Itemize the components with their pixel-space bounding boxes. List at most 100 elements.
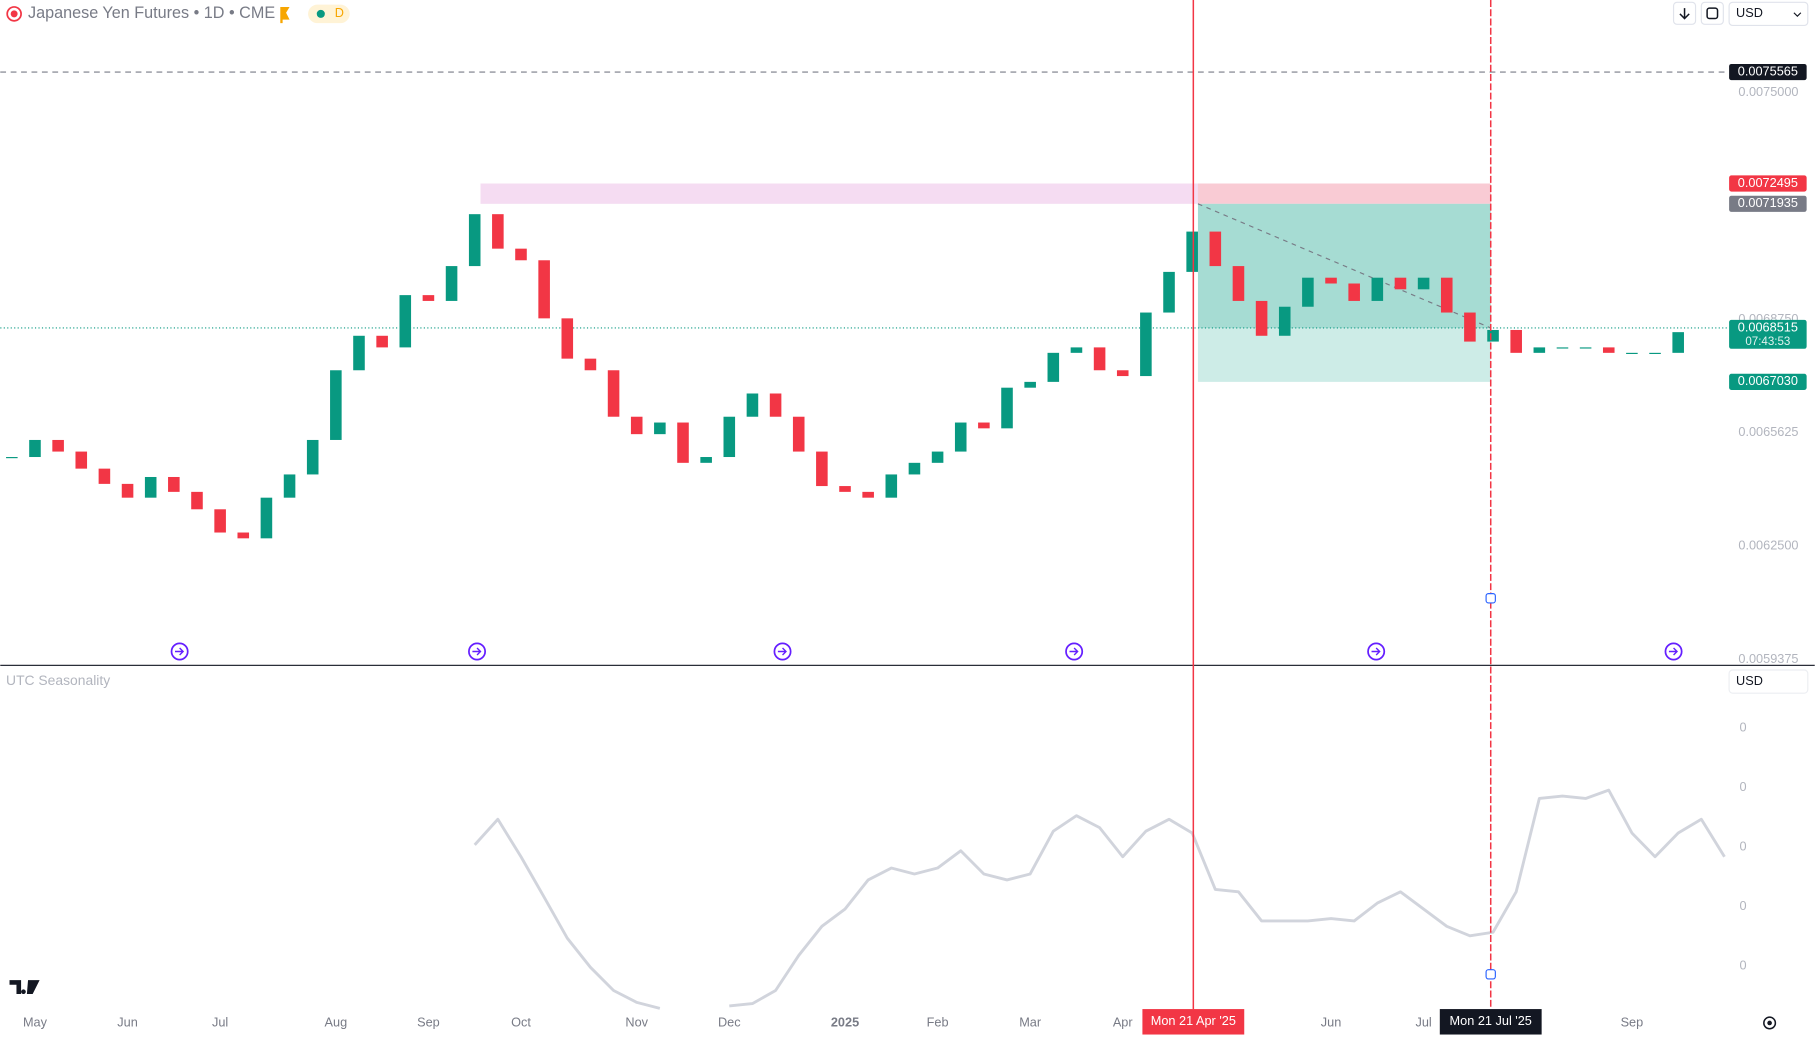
symbol-icon-dot xyxy=(10,10,18,18)
download-icon xyxy=(1679,8,1690,20)
candle xyxy=(1024,381,1036,388)
candle xyxy=(98,468,111,484)
y-tick-label: 0 xyxy=(1740,779,1747,794)
event-icon-arrow xyxy=(1069,647,1079,656)
y-tick-label: 0 xyxy=(1740,898,1747,913)
price-label-box xyxy=(1729,175,1807,192)
candle xyxy=(885,474,898,498)
x-tick-label: Nov xyxy=(625,1014,648,1029)
y-tick-label: 0.0062500 xyxy=(1738,538,1798,553)
candle xyxy=(468,214,481,267)
flag-icon[interactable] xyxy=(280,6,290,24)
x-tick-label: Apr xyxy=(1113,1014,1134,1029)
date-marker-box xyxy=(1439,1009,1542,1035)
candle xyxy=(700,457,712,463)
candle xyxy=(584,358,597,371)
currency-select[interactable] xyxy=(1728,1,1809,27)
candle xyxy=(144,476,157,498)
pane-currency-label: USD xyxy=(1736,673,1763,688)
x-tick-label: Sep xyxy=(1621,1014,1644,1029)
candle xyxy=(1602,347,1615,353)
x-tick-label: Feb xyxy=(927,1014,949,1029)
candle xyxy=(1232,266,1245,301)
candle xyxy=(862,491,874,498)
candle xyxy=(769,393,782,417)
price-label-box xyxy=(1729,63,1807,81)
price-label: 0.0067030 xyxy=(1738,373,1798,388)
y-tick-label: 0.0059375 xyxy=(1738,651,1798,666)
candle xyxy=(1579,347,1592,349)
candle xyxy=(1672,332,1684,353)
logo[interactable] xyxy=(9,980,40,995)
candle xyxy=(52,439,64,452)
symbol-title[interactable]: Japanese Yen Futures • 1D • CME xyxy=(28,4,275,22)
candle xyxy=(29,439,41,458)
candle xyxy=(1649,352,1661,354)
candle xyxy=(792,416,805,452)
x-tick-label: Jun xyxy=(117,1014,138,1029)
currency-label: USD xyxy=(1736,5,1763,20)
candle xyxy=(816,451,828,487)
pane-currency[interactable] xyxy=(1728,669,1809,694)
status-badge[interactable] xyxy=(308,4,350,24)
candle xyxy=(723,416,736,458)
handle[interactable] xyxy=(1485,969,1496,980)
candle xyxy=(306,439,319,475)
candle xyxy=(978,422,990,429)
y-tick-label: 0 xyxy=(1740,839,1747,854)
candle xyxy=(515,248,527,261)
candle xyxy=(283,474,296,498)
dropdown-caret xyxy=(1793,12,1802,18)
candle xyxy=(330,370,342,440)
candle xyxy=(260,497,273,539)
candle xyxy=(121,483,134,498)
x-tick-label: Sep xyxy=(417,1014,440,1029)
candle xyxy=(168,476,180,492)
loss-zone xyxy=(1197,327,1491,382)
candle xyxy=(1371,277,1384,301)
y-tick-label: 0.0075000 xyxy=(1738,84,1798,99)
candle xyxy=(607,370,620,417)
x-tick-label: Dec xyxy=(718,1014,741,1029)
candle xyxy=(1278,306,1291,336)
stop-zone xyxy=(1197,183,1491,204)
handle[interactable] xyxy=(1485,593,1496,604)
candle xyxy=(237,532,250,539)
candle xyxy=(1556,347,1569,349)
settings-icon[interactable] xyxy=(1763,1016,1777,1030)
candle xyxy=(6,457,18,459)
event-icon-arrow xyxy=(472,647,482,656)
candle xyxy=(399,295,412,348)
price-label: 0.0068515 xyxy=(1738,319,1798,334)
x-tick-label: Jul xyxy=(212,1014,228,1029)
x-tick-label: Jul xyxy=(1415,1014,1431,1029)
candle xyxy=(1417,277,1430,290)
event-icon-arrow xyxy=(174,647,185,656)
x-tick-label: Jun xyxy=(1321,1014,1342,1029)
candle xyxy=(1209,231,1222,267)
price-label: 0.0071935 xyxy=(1738,195,1798,210)
candle xyxy=(1001,387,1013,429)
refresh-icon xyxy=(1706,7,1719,20)
settings-icon-dot xyxy=(1767,1020,1772,1026)
seasonality-line xyxy=(473,788,1726,1010)
event-icon-arrow xyxy=(1668,647,1679,656)
price-label: 0.0075565 xyxy=(1738,63,1798,78)
price-label: 0.0072495 xyxy=(1738,175,1798,190)
price-label-box xyxy=(1729,195,1807,212)
refresh-button[interactable] xyxy=(1700,1,1724,25)
candle xyxy=(75,451,88,469)
indicator-title: UTC Seasonality xyxy=(6,672,110,688)
badge-text: D xyxy=(335,5,344,20)
x-tick-label: Aug xyxy=(325,1014,348,1029)
candle xyxy=(746,393,759,417)
candle xyxy=(1302,277,1314,307)
price-label-box xyxy=(1729,319,1807,349)
candle xyxy=(1348,283,1360,301)
candle xyxy=(1163,271,1175,313)
candle xyxy=(954,422,967,452)
candle xyxy=(353,335,365,371)
candle xyxy=(908,462,921,475)
